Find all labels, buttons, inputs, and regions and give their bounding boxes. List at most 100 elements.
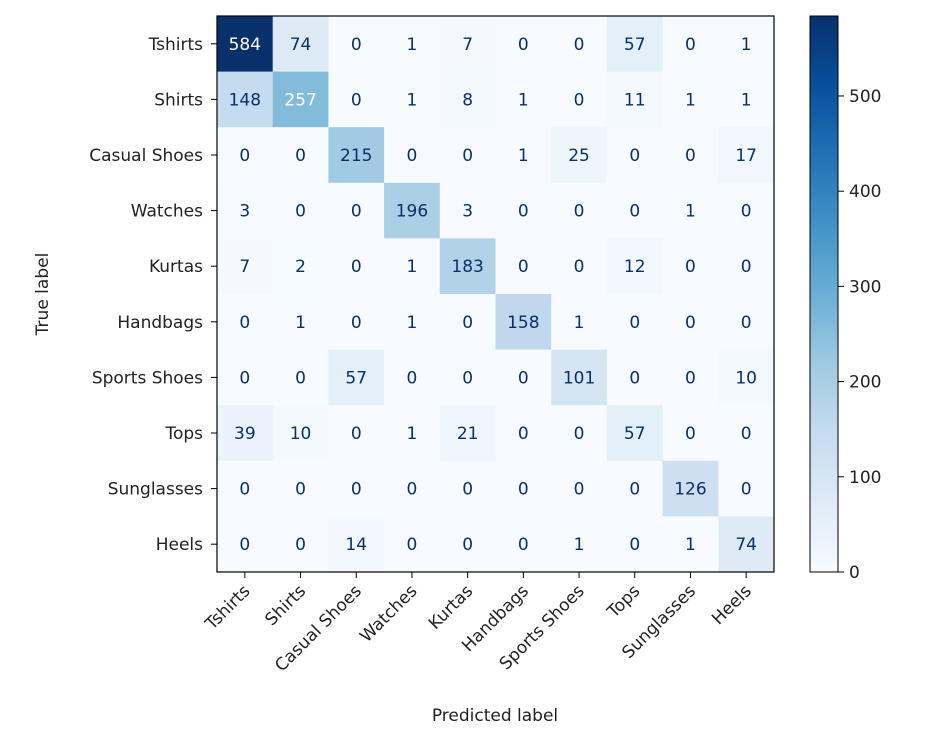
cell-value-label: 0 (518, 424, 529, 444)
heatmap-cell (328, 71, 385, 128)
heatmap-cell (384, 238, 441, 295)
y-tick-label: Watches (131, 202, 203, 222)
cell-value-label: 0 (407, 535, 418, 555)
cell-value-label: 1 (685, 202, 696, 222)
heatmap-cell (606, 460, 664, 517)
heatmap-cell (328, 405, 385, 462)
heatmap-cell (495, 182, 552, 239)
cell-value-label: 2 (295, 257, 306, 277)
heatmap-cell (272, 182, 329, 239)
heatmap-cell (217, 127, 274, 184)
x-tick-label: Shirts (261, 581, 310, 630)
heatmap-cell (662, 16, 719, 73)
heatmap-cell (718, 238, 775, 295)
heatmap-cell (272, 349, 329, 406)
cell-value-label: 0 (741, 257, 752, 277)
cell-value-label: 0 (629, 480, 640, 500)
cell-value-label: 183 (451, 257, 483, 277)
heatmap-cell (217, 71, 274, 128)
heatmap-cell (384, 182, 441, 239)
plot-frame (216, 15, 775, 573)
cell-value-label: 1 (407, 257, 418, 277)
heatmap-cell (439, 294, 496, 351)
heatmap-cell (551, 16, 608, 73)
heatmap-cell (495, 16, 552, 73)
heatmap-cell (439, 182, 496, 239)
y-axis-title: True label (33, 253, 53, 337)
cell-value-label: 74 (735, 535, 757, 555)
cell-value-label: 0 (518, 480, 529, 500)
heatmap-cell (551, 405, 608, 462)
cell-value-label: 0 (462, 313, 473, 333)
cell-value-label: 0 (295, 368, 306, 388)
heatmap-cell (439, 16, 496, 73)
cell-value-label: 0 (741, 480, 752, 500)
heatmap-cell (606, 182, 664, 239)
cell-value-label: 0 (629, 202, 640, 222)
heatmap-cell (662, 516, 719, 573)
heatmap-cell (495, 127, 552, 184)
heatmap-cell (217, 349, 274, 406)
heatmap-cell (662, 349, 719, 406)
cell-value-label: 0 (574, 424, 585, 444)
y-tick-label: Kurtas (149, 257, 203, 277)
heatmap-cell (439, 460, 496, 517)
y-tick-label: Sports Shoes (92, 368, 203, 388)
heatmap-cell (328, 349, 385, 406)
colorbar-tick-label: 400 (849, 182, 881, 202)
heatmap-cell (606, 16, 664, 73)
heatmap-cell (551, 71, 608, 128)
y-tick-label: Sunglasses (108, 480, 203, 500)
cell-value-label: 0 (407, 146, 418, 166)
heatmap-cell (551, 294, 608, 351)
heatmap-cell (718, 405, 775, 462)
heatmap-cell (439, 349, 496, 406)
cell-value-label: 196 (396, 202, 428, 222)
cell-value-label: 148 (229, 90, 261, 110)
x-tick-label: Watches (356, 581, 421, 646)
cell-value-label: 12 (624, 257, 646, 277)
heatmap-cell (495, 405, 552, 462)
y-tick-label: Casual Shoes (89, 146, 203, 166)
colorbar-tick-label: 0 (849, 563, 860, 583)
cell-value-label: 0 (351, 202, 362, 222)
cell-value-label: 0 (685, 146, 696, 166)
heatmap-cell (328, 516, 385, 573)
heatmap-cell (606, 294, 664, 351)
cell-value-label: 0 (462, 146, 473, 166)
heatmap-cell (662, 460, 719, 517)
cell-value-label: 0 (462, 480, 473, 500)
y-tick-label: Tshirts (148, 35, 204, 55)
cell-value-label: 0 (407, 368, 418, 388)
heatmap-cell (662, 182, 719, 239)
cell-value-label: 584 (229, 35, 261, 55)
x-tick-label: Kurtas (425, 581, 477, 633)
cell-value-label: 7 (239, 257, 250, 277)
heatmap-cell (217, 405, 274, 462)
colorbar-tick-label: 200 (849, 373, 881, 393)
heatmap-cell (439, 405, 496, 462)
cell-value-label: 1 (741, 90, 752, 110)
cell-value-label: 0 (574, 90, 585, 110)
cell-value-label: 0 (407, 480, 418, 500)
heatmap-cell (384, 349, 441, 406)
cell-value-label: 1 (685, 535, 696, 555)
heatmap-cell (551, 460, 608, 517)
heatmap-cell (718, 460, 775, 517)
cell-value-label: 0 (239, 146, 250, 166)
x-tick-label: Heels (708, 581, 756, 629)
cell-value-label: 0 (574, 257, 585, 277)
heatmap-cell (328, 16, 385, 73)
heatmap-cell (718, 16, 775, 73)
cell-value-label: 0 (239, 480, 250, 500)
heatmap-cell (272, 71, 329, 128)
heatmap-cell (495, 294, 552, 351)
heatmap-cell (495, 516, 552, 573)
heatmap-cell (439, 516, 496, 573)
heatmap-cell (439, 127, 496, 184)
cell-value-label: 7 (462, 35, 473, 55)
heatmap-cell (217, 460, 274, 517)
heatmap-cell (384, 71, 441, 128)
heatmap-cell (718, 182, 775, 239)
cell-value-label: 0 (574, 35, 585, 55)
